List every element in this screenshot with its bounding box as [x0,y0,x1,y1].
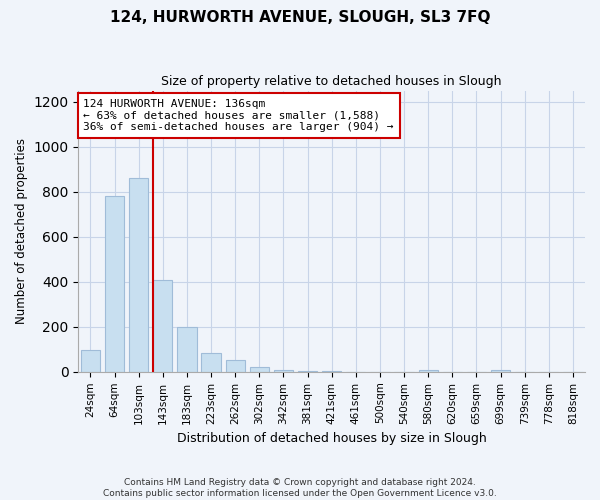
Bar [178,327,197,372]
Bar [105,196,124,372]
Text: 124 HURWORTH AVENUE: 136sqm
← 63% of detached houses are smaller (1,588)
36% of : 124 HURWORTH AVENUE: 136sqm ← 63% of det… [83,99,394,132]
Bar [419,370,438,372]
Bar [81,350,100,372]
Title: Size of property relative to detached houses in Slough: Size of property relative to detached ho… [161,75,502,88]
Bar [202,352,221,372]
Text: 124, HURWORTH AVENUE, SLOUGH, SL3 7FQ: 124, HURWORTH AVENUE, SLOUGH, SL3 7FQ [110,10,490,25]
X-axis label: Distribution of detached houses by size in Slough: Distribution of detached houses by size … [177,432,487,445]
Bar [129,178,148,372]
Bar [226,360,245,372]
Bar [491,370,510,372]
Bar [250,367,269,372]
Text: Contains HM Land Registry data © Crown copyright and database right 2024.
Contai: Contains HM Land Registry data © Crown c… [103,478,497,498]
Y-axis label: Number of detached properties: Number of detached properties [15,138,28,324]
Bar [153,280,172,372]
Bar [274,370,293,372]
Bar [298,371,317,372]
